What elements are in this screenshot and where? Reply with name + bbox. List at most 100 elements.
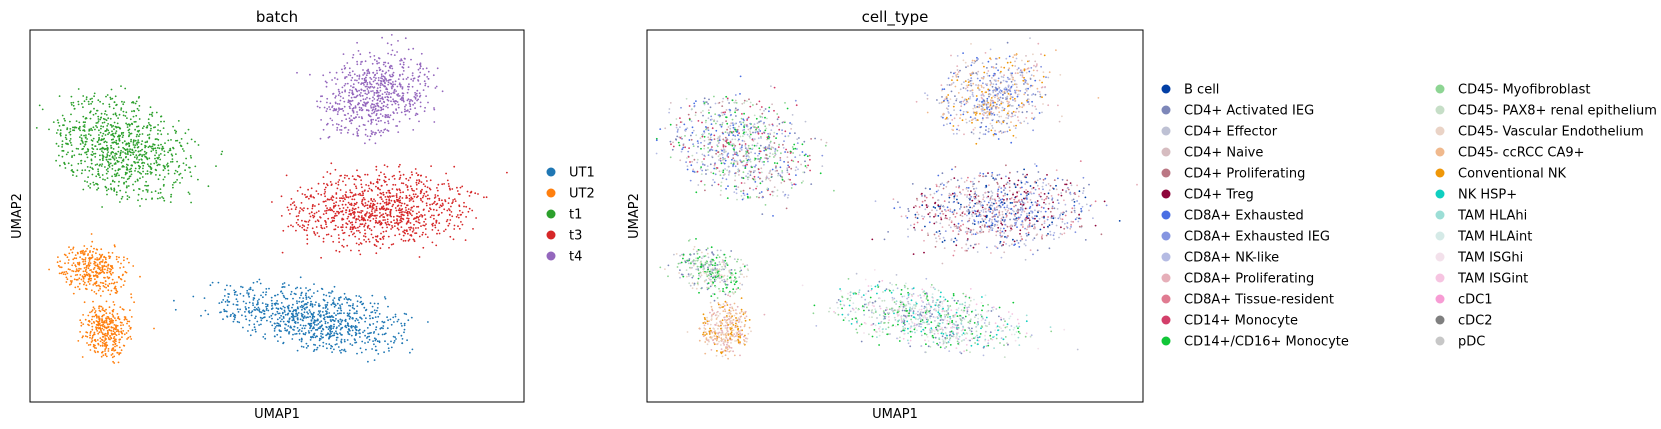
scatter-point — [132, 153, 135, 156]
scatter-point — [782, 191, 784, 193]
scatter-point — [407, 232, 409, 235]
scatter-point — [116, 344, 118, 347]
scatter-point — [340, 351, 342, 354]
scatter-point — [423, 192, 426, 195]
scatter-point — [766, 187, 769, 190]
scatter-point — [691, 160, 693, 163]
scatter-point — [283, 311, 286, 313]
scatter-point — [74, 274, 77, 276]
scatter-point — [769, 147, 772, 150]
scatter-point — [105, 312, 108, 315]
scatter-point — [367, 360, 369, 363]
scatter-point — [317, 182, 320, 185]
scatter-point — [316, 318, 319, 321]
scatter-point — [112, 308, 115, 311]
scatter-point — [392, 71, 395, 74]
scatter-point — [688, 147, 690, 150]
scatter-point — [361, 109, 364, 112]
scatter-point — [348, 105, 351, 108]
scatter-point — [385, 114, 388, 117]
scatter-point — [93, 315, 95, 318]
scatter-point — [114, 112, 117, 115]
scatter-point — [401, 99, 403, 102]
scatter-point — [333, 202, 335, 205]
scatter-point — [292, 313, 294, 315]
scatter-point — [61, 155, 64, 158]
scatter-point — [98, 268, 101, 271]
scatter-point — [351, 221, 353, 224]
scatter-point — [461, 223, 464, 226]
scatter-point — [694, 114, 697, 117]
scatter-point — [396, 222, 399, 225]
scatter-point — [88, 133, 90, 136]
scatter-point — [378, 94, 381, 97]
scatter-point — [72, 258, 75, 261]
scatter-point — [143, 150, 146, 153]
scatter-point — [64, 136, 67, 139]
scatter-point — [287, 325, 290, 327]
scatter-point — [391, 103, 394, 106]
scatter-point — [91, 100, 94, 103]
scatter-point — [386, 91, 389, 93]
scatter-point — [415, 220, 417, 223]
scatter-point — [398, 211, 401, 214]
scatter-point — [416, 179, 418, 182]
scatter-point — [334, 101, 337, 104]
scatter-point — [265, 309, 268, 311]
scatter-point — [328, 316, 330, 318]
scatter-point — [122, 131, 125, 134]
scatter-point — [419, 192, 422, 195]
scatter-point — [369, 214, 371, 217]
scatter-point — [381, 226, 384, 229]
scatter-point — [83, 267, 86, 269]
scatter-point — [161, 145, 164, 148]
scatter-point — [368, 240, 371, 243]
scatter-point — [410, 234, 413, 236]
scatter-point — [339, 99, 342, 102]
scatter-point — [115, 191, 118, 194]
scatter-point — [125, 155, 127, 158]
scatter-point — [288, 331, 290, 333]
scatter-point — [79, 129, 81, 132]
scatter-point — [377, 77, 380, 79]
scatter-point — [397, 103, 400, 106]
scatter-point — [275, 302, 278, 305]
scatter-point — [810, 138, 812, 140]
scatter-point — [323, 106, 326, 109]
scatter-point — [171, 160, 174, 163]
scatter-point — [85, 271, 88, 274]
scatter-point — [320, 335, 322, 338]
scatter-point — [417, 205, 420, 208]
scatter-point — [740, 190, 742, 193]
scatter-point — [419, 65, 422, 68]
scatter-point — [359, 316, 362, 319]
scatter-point — [384, 219, 386, 221]
scatter-point — [58, 95, 61, 97]
scatter-point — [408, 83, 410, 86]
scatter-point — [375, 245, 378, 248]
scatter-point — [417, 227, 420, 229]
scatter-point — [373, 94, 376, 96]
scatter-point — [99, 271, 101, 274]
scatter-point — [790, 167, 793, 170]
scatter-point — [236, 294, 239, 296]
scatter-point — [280, 302, 283, 304]
scatter-point — [95, 122, 98, 124]
scatter-point — [86, 265, 89, 267]
scatter-point — [135, 142, 138, 145]
scatter-point — [78, 282, 81, 285]
scatter-point — [307, 296, 310, 298]
scatter-point — [304, 333, 307, 336]
scatter-point — [124, 148, 127, 151]
scatter-point — [105, 265, 108, 268]
scatter-point — [190, 138, 193, 141]
scatter-point — [322, 328, 325, 331]
scatter-point — [220, 301, 223, 304]
scatter-point — [79, 143, 82, 145]
scatter-point — [99, 337, 102, 339]
scatter-point — [119, 168, 121, 171]
scatter-point — [75, 147, 78, 150]
scatter-point — [335, 123, 338, 125]
scatter-point — [88, 260, 91, 262]
scatter-point — [370, 130, 373, 132]
